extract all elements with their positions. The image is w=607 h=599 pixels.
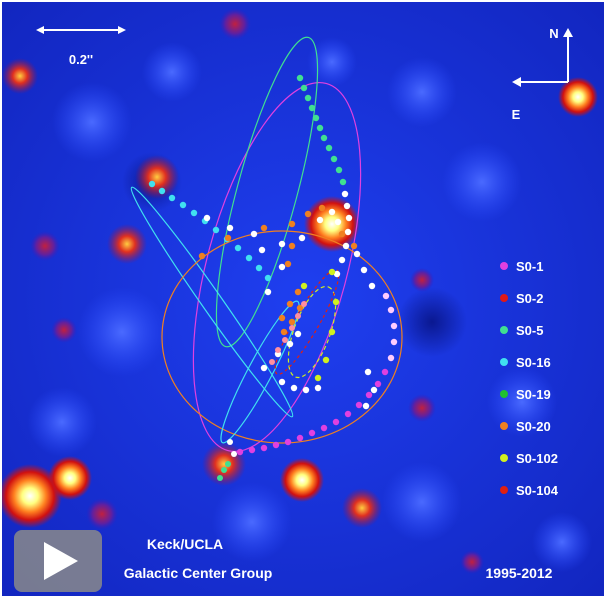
scale-label: 0.2'' [69,52,93,67]
star [219,8,251,40]
star [51,317,77,343]
legend-label: S0-2 [516,291,543,306]
scale-arrow-left-icon [36,26,44,34]
star [280,458,324,502]
legend-item: S0-19 [500,387,551,402]
legend-item: S0-102 [500,451,558,466]
play-button[interactable] [14,530,102,592]
star [2,58,38,94]
legend: S0-1 S0-2 S0-5 S0-16 S0-19 S0-20 S0-102 S0-104 [500,259,559,498]
orbit-s0-102 [287,285,337,379]
star [304,196,360,252]
legend-marker [500,294,508,302]
legend-item: S0-2 [500,291,543,306]
scale-bar: 0.2'' [36,26,126,67]
legend-marker [500,454,508,462]
credit-line-1: Keck/UCLA [147,536,223,552]
star [558,77,598,117]
legend-label: S0-1 [516,259,543,274]
legend-label: S0-102 [516,451,558,466]
star [30,231,60,261]
star [2,464,62,528]
star [342,488,382,528]
diffuse-emission [27,37,592,572]
legend-label: S0-16 [516,355,551,370]
orbit-s0-1 [192,81,362,453]
legend-marker [500,358,508,366]
credit-line-2: Galactic Center Group [124,565,273,581]
star [460,550,484,574]
east-arrow-icon [512,77,521,87]
legend-item: S0-16 [500,355,551,370]
scale-arrow-right-icon [118,26,126,34]
north-label: N [549,26,558,41]
orbit-s0-20 [161,230,403,444]
legend-label: S0-104 [516,483,559,498]
legend-marker [500,262,508,270]
star [48,456,92,500]
play-icon[interactable] [44,542,78,580]
north-arrow-icon [563,28,573,37]
star [410,268,434,292]
legend-item: S0-5 [500,323,543,338]
years-label: 1995-2012 [486,565,553,581]
orbit-s0-16 [130,186,294,418]
legend-marker [500,486,508,494]
legend-marker [500,390,508,398]
stars [2,8,598,574]
star [86,498,118,530]
legend-item: S0-1 [500,259,543,274]
orbit-points [148,74,398,481]
legend-marker [500,422,508,430]
orbit-s0-19 [220,300,300,444]
legend-label: S0-5 [516,323,543,338]
star [107,224,147,264]
legend-marker [500,326,508,334]
legend-label: S0-20 [516,419,551,434]
orbit-s0-5 [215,36,319,348]
star [135,155,179,199]
legend-label: S0-19 [516,387,551,402]
legend-item: S0-104 [500,483,559,498]
legend-item: S0-20 [500,419,551,434]
compass: N E [512,26,573,122]
star [408,394,436,422]
east-label: E [512,107,521,122]
